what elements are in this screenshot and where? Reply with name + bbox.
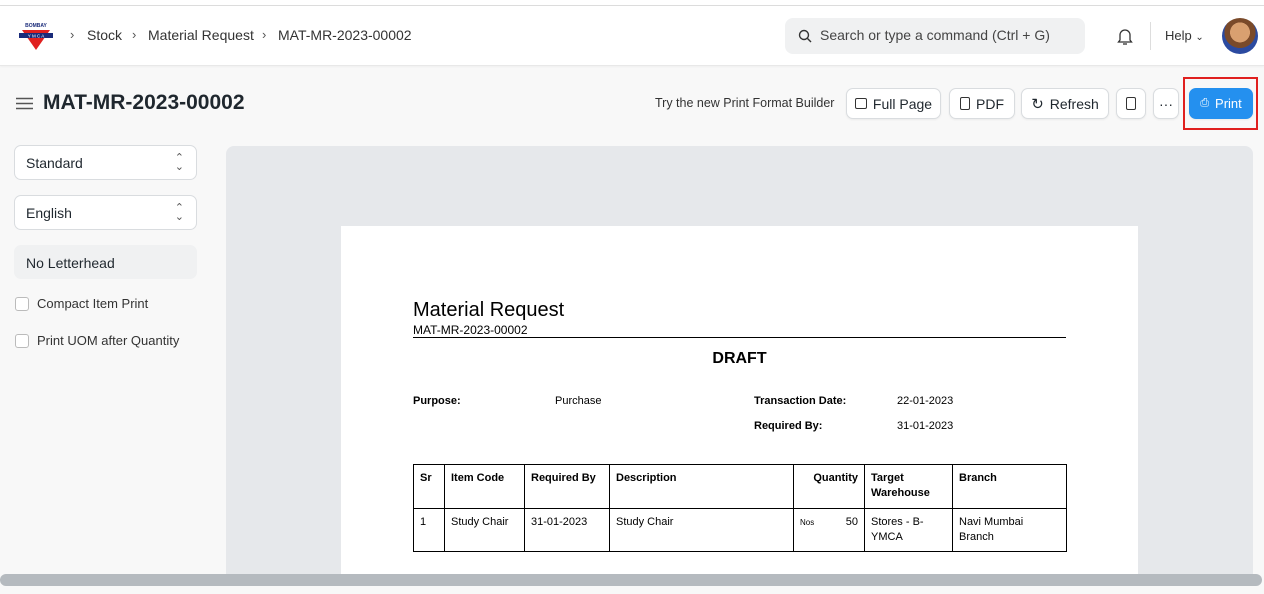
chevron-right-icon: ›: [262, 27, 267, 42]
document-icon: [1126, 97, 1136, 110]
checkbox[interactable]: [15, 296, 29, 311]
status-draft: DRAFT: [712, 350, 767, 367]
breadcrumb-stock[interactable]: Stock: [87, 27, 123, 43]
cell-item-code: Study Chair: [444, 508, 525, 552]
highlight-box: [1183, 77, 1258, 130]
checkbox[interactable]: [15, 333, 29, 348]
more-icon: ···: [1159, 95, 1173, 112]
compact-item-print-checkbox[interactable]: Compact Item Print: [15, 296, 148, 311]
table-header-row: Sr Item Code Required By Description Qua…: [413, 464, 1067, 509]
print-format-select[interactable]: Standard ⌃ ⌄: [14, 145, 197, 180]
checkbox-label: Print UOM after Quantity: [37, 333, 180, 348]
col-description: Description: [609, 464, 794, 509]
print-button[interactable]: ⎙ Print: [1189, 88, 1253, 119]
ymca-logo[interactable]: BOMBAY Y M C A: [18, 21, 54, 51]
search-input[interactable]: Search or type a command (Ctrl + G): [785, 18, 1085, 54]
table-row: 1 Study Chair 31-01-2023 Study Chair Nos…: [413, 508, 1067, 552]
items-table: Sr Item Code Required By Description Qua…: [413, 464, 1067, 552]
printer-icon: ⎙: [1200, 97, 1210, 109]
purpose-label: Purpose:: [413, 395, 461, 407]
transaction-date-value: 22-01-2023: [897, 395, 954, 407]
search-placeholder: Search or type a command (Ctrl + G): [820, 27, 1050, 43]
help-dropdown[interactable]: Help ⌄: [1165, 28, 1204, 43]
transaction-date-label: Transaction Date:: [754, 395, 847, 407]
cell-warehouse: Stores - B-YMCA: [864, 508, 953, 552]
language-select[interactable]: English ⌃ ⌄: [14, 195, 197, 230]
print-format-value: Standard: [26, 155, 83, 171]
doc-title: Material Request: [413, 299, 565, 321]
window-top-border: [0, 0, 1264, 6]
cell-required-by: 31-01-2023: [524, 508, 610, 552]
expand-icon: [854, 98, 867, 109]
avatar[interactable]: [1222, 18, 1258, 54]
more-options-button[interactable]: ···: [1153, 88, 1179, 119]
svg-text:Y M C A: Y M C A: [28, 33, 44, 38]
refresh-label: Refresh: [1049, 95, 1099, 112]
document-settings-button[interactable]: [1116, 88, 1146, 119]
search-icon: [798, 29, 812, 43]
refresh-button[interactable]: ↻ Refresh: [1021, 88, 1109, 119]
print-uom-checkbox[interactable]: Print UOM after Quantity: [15, 333, 179, 348]
language-value: English: [26, 205, 72, 221]
print-format-builder-link[interactable]: Try the new Print Format Builder: [655, 96, 835, 110]
cell-branch: Navi Mumbai Branch: [952, 508, 1067, 552]
uom: Nos: [800, 518, 815, 527]
print-page: Material Request MAT-MR-2023-00002 DRAFT…: [341, 226, 1138, 586]
pdf-label: PDF: [976, 95, 1004, 112]
col-branch: Branch: [952, 464, 1067, 509]
pdf-button[interactable]: PDF: [949, 88, 1015, 119]
col-target-warehouse: Target Warehouse: [864, 464, 953, 509]
chevron-right-icon: ›: [132, 27, 137, 42]
navbar: BOMBAY Y M C A › Stock › Material Reques…: [0, 6, 1264, 66]
letterhead-select[interactable]: No Letterhead: [14, 245, 197, 279]
col-sr: Sr: [413, 464, 445, 509]
svg-text:BOMBAY: BOMBAY: [25, 23, 47, 29]
required-by-value: 31-01-2023: [897, 420, 954, 432]
letterhead-value: No Letterhead: [26, 255, 115, 271]
col-item-code: Item Code: [444, 464, 525, 509]
chevron-down-icon: ⌄: [1195, 32, 1204, 43]
full-page-button[interactable]: Full Page: [846, 88, 941, 119]
breadcrumb-current[interactable]: MAT-MR-2023-00002: [278, 27, 412, 43]
col-required-by: Required By: [524, 464, 610, 509]
print-label: Print: [1215, 96, 1242, 111]
checkbox-label: Compact Item Print: [37, 296, 149, 311]
divider: [1150, 22, 1151, 50]
required-by-label: Required By:: [754, 420, 823, 432]
cell-quantity: Nos 50: [793, 508, 865, 552]
col-quantity: Quantity: [793, 464, 865, 509]
select-caret-icon: ⌃ ⌄: [174, 202, 184, 223]
purpose-value: Purchase: [555, 395, 602, 407]
qty: 50: [845, 516, 858, 528]
select-caret-icon: ⌃ ⌄: [174, 152, 184, 173]
help-label: Help: [1165, 28, 1192, 43]
page-title: MAT-MR-2023-00002: [43, 91, 245, 114]
breadcrumb-material-request[interactable]: Material Request: [148, 27, 254, 43]
bell-icon[interactable]: [1116, 27, 1134, 46]
file-icon: [960, 97, 970, 110]
chevron-right-icon: ›: [70, 27, 75, 42]
doc-name: MAT-MR-2023-00002: [413, 323, 528, 337]
title-rule: [413, 337, 1066, 338]
refresh-icon: ↻: [1031, 95, 1044, 113]
horizontal-scrollbar[interactable]: [0, 574, 1262, 586]
cell-description: Study Chair: [609, 508, 794, 552]
full-page-label: Full Page: [872, 95, 933, 112]
hamburger-menu-icon[interactable]: [16, 97, 33, 110]
cell-sr: 1: [413, 508, 445, 552]
